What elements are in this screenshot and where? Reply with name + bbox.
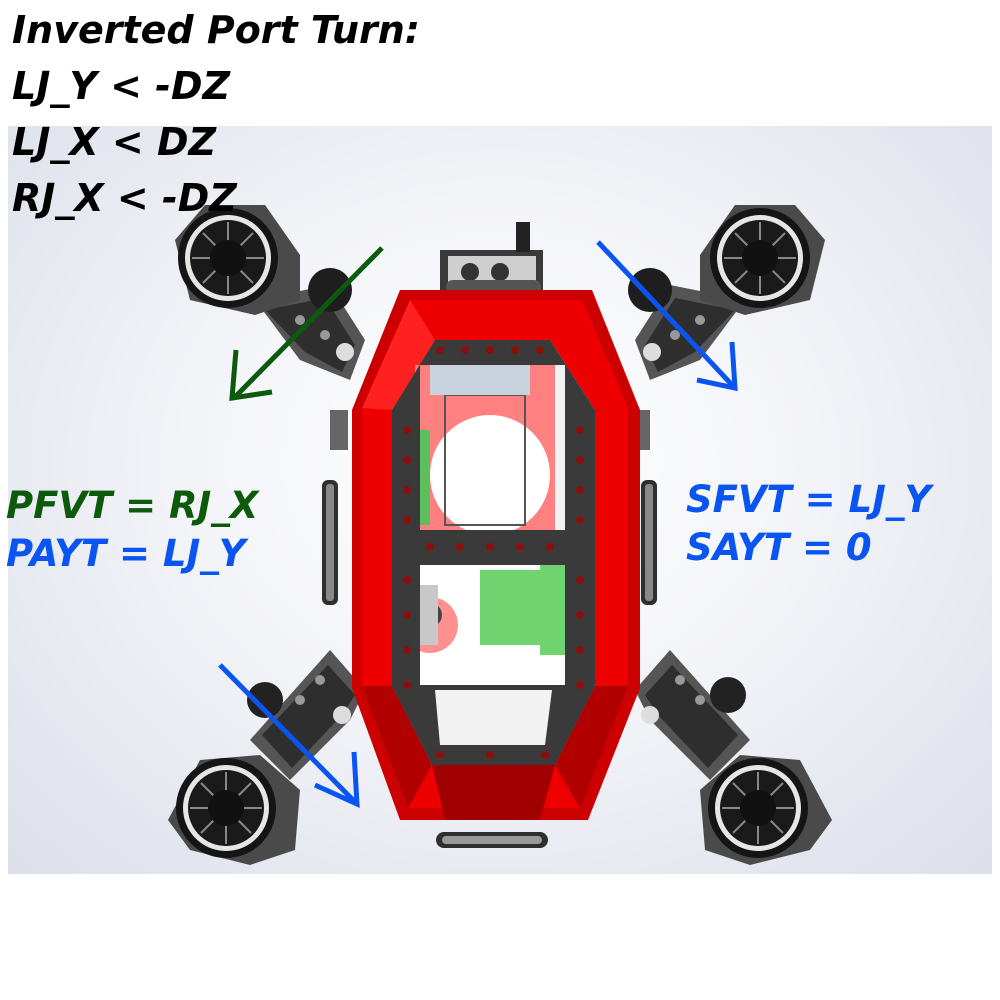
arrow-pfvt-green bbox=[229, 246, 384, 401]
thruster-arm-port-aft bbox=[247, 650, 365, 780]
front-camera-housing bbox=[440, 222, 543, 295]
thruster-port-aft bbox=[168, 755, 300, 865]
port-thruster-labels: PFVT = RJ_X PAYT = LJ_Y bbox=[6, 482, 258, 578]
thruster-arm-starboard-aft bbox=[635, 650, 750, 780]
thruster-starboard-aft bbox=[700, 755, 832, 865]
condition-line: LJ_X < DZ bbox=[12, 120, 217, 164]
condition-line: RJ_X < -DZ bbox=[12, 176, 237, 220]
thruster-port-front bbox=[175, 205, 352, 315]
rear-handle bbox=[436, 832, 548, 848]
page-title: Inverted Port Turn: bbox=[12, 8, 420, 52]
internal-electronics bbox=[402, 365, 575, 685]
arrow-sfvt-blue bbox=[596, 240, 738, 392]
condition-line: LJ_Y < -DZ bbox=[12, 64, 231, 108]
arrow-payt-blue bbox=[218, 663, 360, 808]
pfvt-label: PFVT = RJ_X bbox=[6, 484, 259, 527]
thruster-starboard-front bbox=[628, 205, 825, 315]
title-block: Inverted Port Turn: LJ_Y < -DZ LJ_X < DZ… bbox=[12, 2, 420, 226]
payt-label: PAYT = LJ_Y bbox=[6, 532, 246, 575]
sfvt-label: SFVT = LJ_Y bbox=[686, 478, 932, 521]
side-handles bbox=[322, 410, 657, 605]
starboard-thruster-labels: SFVT = LJ_Y SAYT = 0 bbox=[686, 476, 931, 572]
inner-frame bbox=[392, 340, 595, 765]
sayt-label: SAYT = 0 bbox=[686, 526, 872, 569]
